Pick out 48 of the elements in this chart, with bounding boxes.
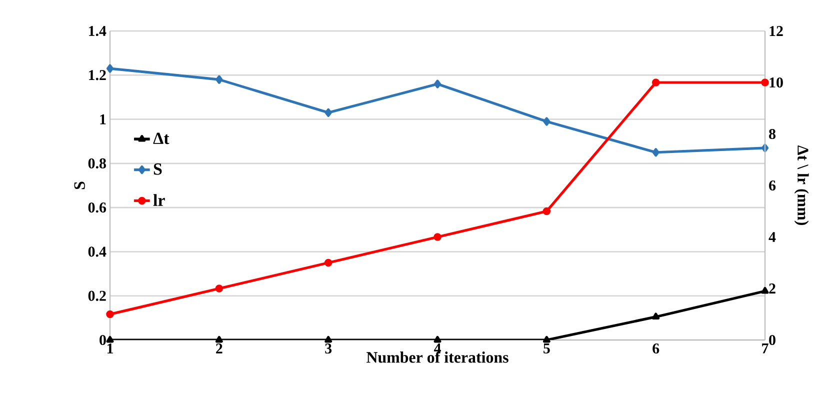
point xyxy=(215,284,224,292)
point xyxy=(106,64,114,73)
x-axis-title: Number of iterations xyxy=(366,351,508,363)
point xyxy=(761,286,769,294)
x-tick-label: 5 xyxy=(544,344,550,354)
x-tick-label: 6 xyxy=(652,344,660,354)
x-tick-label: 2 xyxy=(216,344,222,354)
point xyxy=(761,144,769,152)
y-tick-label: 0.6 xyxy=(88,202,106,213)
y2-tick-label: 0 xyxy=(769,334,776,346)
point xyxy=(215,336,223,343)
y2-tick-label: 12 xyxy=(770,26,783,36)
point xyxy=(543,117,550,126)
point xyxy=(106,310,114,318)
y-tick-label: 1.4 xyxy=(89,26,106,36)
point xyxy=(434,233,442,241)
point xyxy=(652,148,660,157)
y2-tick-label: 2 xyxy=(769,284,776,294)
y-tick-label: 0.4 xyxy=(88,246,106,257)
x-tick-label: 7 xyxy=(762,344,768,354)
point xyxy=(542,336,550,343)
point xyxy=(216,75,223,84)
point xyxy=(434,80,442,88)
point xyxy=(324,336,332,343)
y2-axis-title: Δt \ lr (mm) xyxy=(794,146,809,225)
y-tick-label: 0.2 xyxy=(88,290,106,301)
point xyxy=(761,78,769,86)
point xyxy=(324,108,332,117)
legend-label: lr xyxy=(153,194,165,206)
y2-tick-label: 10 xyxy=(770,77,783,88)
y2-tick-label: 8 xyxy=(769,128,776,140)
point xyxy=(106,336,114,343)
x-tick-label: 1 xyxy=(107,344,113,354)
x-tick-label: 3 xyxy=(325,344,332,354)
point xyxy=(652,78,660,86)
point xyxy=(324,258,332,267)
y-tick-label: 1 xyxy=(100,114,106,124)
y-tick-label: 0 xyxy=(100,334,106,346)
y-axis-title: S xyxy=(74,182,85,190)
y-tick-label: 1.2 xyxy=(89,70,106,80)
point xyxy=(434,336,442,343)
legend-label: S xyxy=(154,163,162,175)
point xyxy=(542,207,551,216)
y-tick-label: 0.8 xyxy=(88,158,106,169)
y2-tick-label: 6 xyxy=(769,180,776,191)
point xyxy=(652,312,660,320)
y2-tick-label: 4 xyxy=(768,232,776,242)
legend-label: Δt xyxy=(153,132,170,144)
